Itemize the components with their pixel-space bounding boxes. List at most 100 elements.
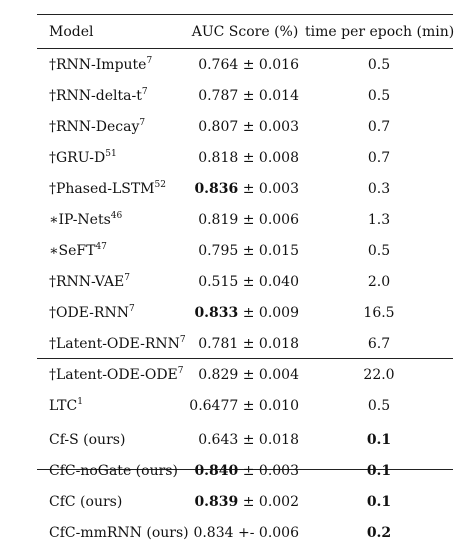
table-row: CfC-mmRNN (ours) 0.834 +- 0.006 0.2 [37,517,453,548]
table-row: CfC (ours) 0.839 ± 0.002 0.1 [37,486,453,517]
model-citation: 52 [154,179,166,190]
model-name: SeFT [58,242,96,259]
model-marker: † [49,180,56,197]
auc-std: ± 0.009 [242,304,299,321]
auc-cell: 0.840 ± 0.003 [185,455,305,486]
model-citation: 1 [77,396,83,407]
model-citation: 46 [110,210,123,221]
auc-cell: 0.833 ± 0.009 [185,297,305,328]
auc-cell: 0.515 ± 0.040 [185,266,305,297]
table-row: †RNN-Impute7 0.764 ± 0.016 0.5 [37,49,453,80]
model-name: Phased-LSTM [56,180,155,197]
results-grid: Model AUC Score (%) time per epoch (min)… [37,15,455,548]
auc-value: 0.834 [193,524,234,541]
model-name: IP-Nets [58,211,111,228]
time-cell: 0.7 [367,149,391,166]
table-row: †RNN-delta-t7 0.787 ± 0.014 0.5 [37,80,453,111]
table-row: †Latent-ODE-RNN7 0.781 ± 0.018 6.7 [37,328,453,359]
table-row: †RNN-Decay7 0.807 ± 0.003 0.7 [37,111,453,142]
auc-value: 0.6477 [189,397,239,414]
time-cell: 1.3 [367,211,391,228]
auc-std: ± 0.018 [242,431,299,448]
results-table: Model AUC Score (%) time per epoch (min)… [37,14,454,541]
top-rule [37,14,453,15]
time-cell: 0.7 [367,118,391,135]
time-cell: 0.3 [367,180,391,197]
model-cell: †RNN-delta-t7 [37,80,185,111]
model-cell: ∗IP-Nets46 [37,204,185,235]
model-marker: † [49,273,56,290]
auc-value: 0.840 [194,462,239,479]
time-cell: 16.5 [363,304,395,321]
time-cell: 2.0 [367,273,391,290]
model-citation: 7 [146,55,153,66]
auc-std: ± 0.008 [242,149,299,166]
auc-value: 0.643 [198,431,239,448]
model-cell: †Phased-LSTM52 [37,173,185,204]
time-cell: 0.1 [366,462,392,479]
auc-value: 0.818 [198,149,239,166]
auc-cell: 0.781 ± 0.018 [185,328,305,359]
model-name: RNN-Decay [56,118,140,135]
auc-cell: 0.818 ± 0.008 [185,142,305,173]
model-cell: †RNN-Impute7 [37,49,185,80]
auc-cell: 0.829 ± 0.004 [185,359,305,390]
model-cell: CfC (ours) [37,486,185,517]
model-name: RNN-VAE [56,273,125,290]
time-cell: 0.5 [367,87,391,104]
auc-cell: 0.643 ± 0.018 [185,421,305,455]
auc-cell: 0.834 +- 0.006 [185,517,305,548]
model-name: ODE-RNN [56,304,129,321]
auc-value: 0.836 [194,180,239,197]
auc-std: ± 0.006 [242,211,299,228]
model-name: CfC-mmRNN (ours) [49,524,189,541]
model-cell: †RNN-VAE7 [37,266,185,297]
model-cell: †Latent-ODE-RNN7 [37,328,186,359]
model-cell: †GRU-D51 [37,142,185,173]
auc-std: ± 0.018 [242,335,299,352]
time-cell: 0.2 [366,524,392,541]
auc-value: 0.839 [194,493,239,510]
auc-value: 0.764 [198,56,239,73]
auc-value: 0.795 [198,242,239,259]
auc-std: ± 0.002 [242,493,299,510]
table-row: †RNN-VAE7 0.515 ± 0.040 2.0 [37,266,453,297]
model-citation: 7 [177,365,184,376]
auc-std: ± 0.003 [242,462,299,479]
header-model: Model [49,24,94,40]
model-citation: 51 [105,148,117,159]
auc-cell: 0.807 ± 0.003 [185,111,305,142]
model-marker: † [49,335,56,352]
model-citation: 7 [128,303,135,314]
model-cell: LTC1 [37,390,185,421]
time-cell: 22.0 [363,366,395,383]
auc-std: +- 0.006 [238,524,299,541]
table-row: †GRU-D51 0.818 ± 0.008 0.7 [37,142,453,173]
table-body: †RNN-Impute7 0.764 ± 0.016 0.5 †RNN-delta-t… [37,49,453,548]
model-name: CfC-noGate (ours) [49,462,178,479]
auc-cell: 0.764 ± 0.016 [185,49,305,80]
model-marker: † [49,366,56,383]
model-marker: ∗ [49,211,59,228]
auc-cell: 0.787 ± 0.014 [185,80,305,111]
model-name: LTC [49,397,78,414]
table-row: LTC1 0.6477 ± 0.010 0.5 [37,390,453,421]
header-rule [37,48,453,49]
model-marker: ∗ [49,242,59,259]
auc-value: 0.819 [198,211,239,228]
model-marker: † [49,304,56,321]
auc-std: ± 0.016 [242,56,299,73]
auc-value: 0.833 [194,304,239,321]
model-marker: † [49,56,56,73]
header-time: time per epoch (min) [305,24,455,40]
auc-std: ± 0.015 [242,242,299,259]
table-row: †Phased-LSTM52 0.836 ± 0.003 0.3 [37,173,453,204]
table-row: ∗IP-Nets46 0.819 ± 0.006 1.3 [37,204,453,235]
time-cell: 6.7 [367,335,391,352]
time-cell: 0.5 [367,397,391,414]
auc-cell: 0.795 ± 0.015 [185,235,305,266]
auc-std: ± 0.003 [242,118,299,135]
auc-std: ± 0.014 [242,87,299,104]
time-cell: 0.1 [366,493,392,510]
model-cell: †ODE-RNN7 [37,297,185,328]
